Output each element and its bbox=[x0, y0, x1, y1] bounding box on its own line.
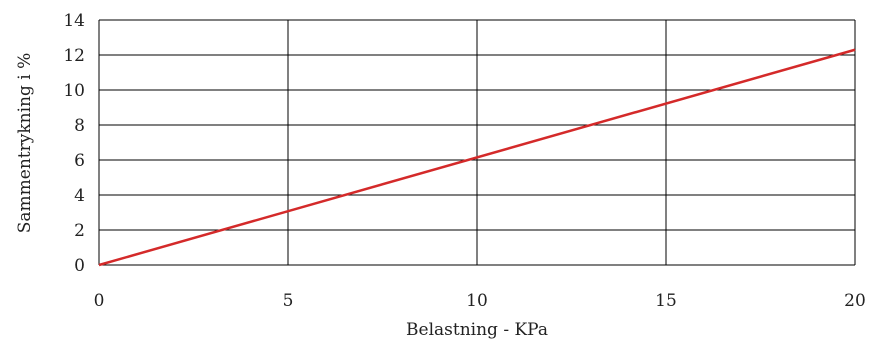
y-tick-label: 6 bbox=[74, 151, 85, 171]
y-tick-label: 8 bbox=[74, 116, 85, 136]
x-tick-label: 10 bbox=[466, 291, 488, 311]
x-tick-label: 20 bbox=[844, 291, 866, 311]
series-line bbox=[98, 48, 856, 267]
x-axis-title: Belastning - KPa bbox=[406, 320, 548, 340]
tick-labels: 0 2 4 6 8 10 12 14 0 5 10 15 20 bbox=[63, 11, 865, 311]
y-tick-label: 12 bbox=[63, 46, 85, 66]
y-tick-label: 2 bbox=[74, 221, 85, 241]
x-tick-label: 5 bbox=[283, 291, 294, 311]
y-tick-label: 10 bbox=[63, 81, 85, 101]
y-axis-title: Sammentrykning i % bbox=[15, 53, 35, 234]
grid bbox=[98, 19, 856, 266]
y-tick-label: 0 bbox=[74, 256, 85, 276]
x-tick-label: 0 bbox=[94, 291, 105, 311]
x-tick-label: 15 bbox=[655, 291, 677, 311]
y-tick-label: 4 bbox=[74, 186, 85, 206]
y-tick-label: 14 bbox=[63, 11, 85, 31]
series-layer bbox=[98, 48, 856, 267]
